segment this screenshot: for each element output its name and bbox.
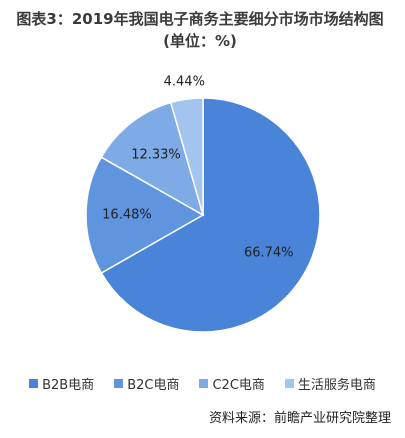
data-label: 4.44% [164,74,205,89]
pie-slice [169,97,204,216]
legend-item: B2C电商 [114,374,179,393]
data-label: 16.48% [102,208,152,223]
legend: B2B电商 B2C电商 C2C电商 生活服务电商 [0,374,405,393]
legend-swatch [199,379,209,388]
data-label: 66.74% [244,246,294,261]
pie-slice [100,101,205,217]
legend-item: 生活服务电商 [284,374,376,393]
legend-item: B2B电商 [29,374,94,393]
legend-label: B2B电商 [42,378,95,393]
legend-swatch [29,379,39,388]
legend-swatch [284,379,294,388]
source-note: 资料来源：前瞻产业研究院整理 [208,411,391,426]
data-label: 12.33% [131,148,181,163]
pie-slice [100,97,321,333]
legend-label: B2C电商 [127,378,180,393]
legend-label: C2C电商 [212,378,265,393]
pie-slice [85,156,205,275]
legend-item: C2C电商 [199,374,265,393]
legend-label: 生活服务电商 [297,378,376,393]
legend-swatch [114,379,124,388]
chart-title: 图表3：2019年我国电子商务主要细分市场市场结构图(单位：%) [16,10,384,50]
